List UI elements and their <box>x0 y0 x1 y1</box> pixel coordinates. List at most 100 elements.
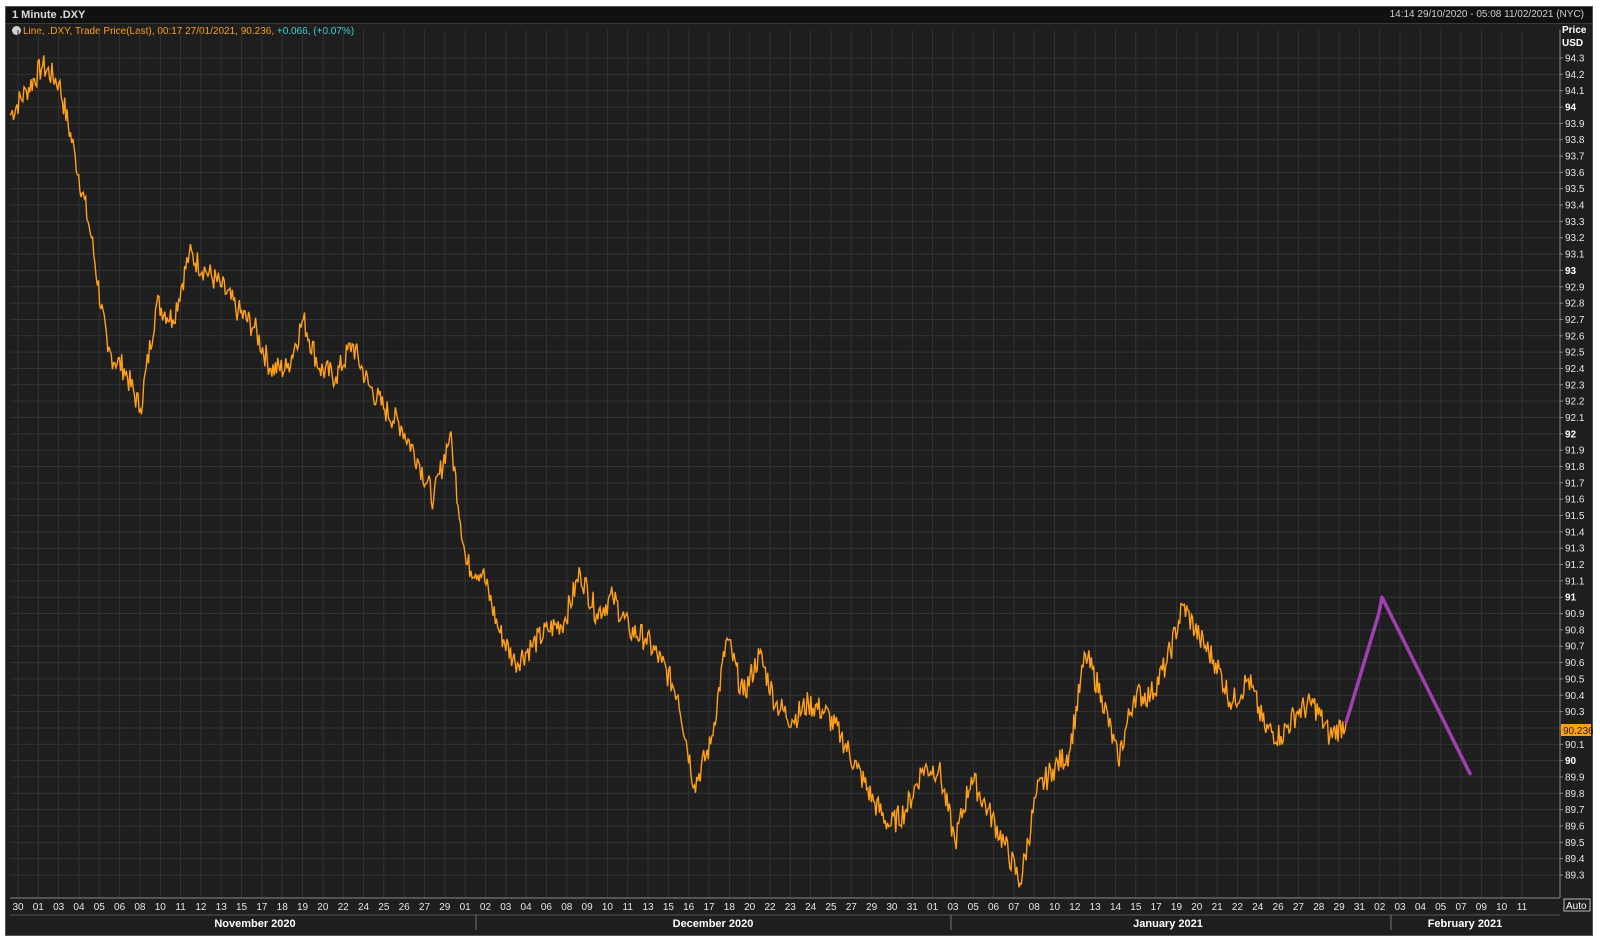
y-tick-label: 89.5 <box>1565 838 1585 849</box>
x-tick-label: 20 <box>744 902 756 913</box>
x-axis: 30 01 03 04 05 06 08 10 11 12 13 15 17 18 19 20 22 24 25 26… <box>10 897 1560 930</box>
x-tick-label: 06 <box>988 902 1000 913</box>
x-tick-label: 15 <box>1130 902 1142 913</box>
series-info-icon[interactable] <box>12 26 21 35</box>
x-tick-label: 01 <box>33 902 45 913</box>
x-tick-label: 15 <box>236 902 248 913</box>
x-tick-label: 03 <box>53 902 65 913</box>
y-tick-label: 93.6 <box>1565 168 1585 179</box>
time-range: 14:14 29/10/2020 - 05:08 11/02/2021 (NYC… <box>1389 9 1584 20</box>
x-tick-label: 27 <box>1293 902 1305 913</box>
y-tick-label: 91.7 <box>1565 478 1585 489</box>
y-tick-label: 92.9 <box>1565 282 1585 293</box>
y-tick-label: 89.4 <box>1565 854 1585 865</box>
y-tick-label: 92.8 <box>1565 299 1585 310</box>
x-tick-label: 23 <box>785 902 797 913</box>
y-tick-label: 89.3 <box>1565 871 1585 882</box>
x-tick-label: 05 <box>1435 902 1447 913</box>
y-tick-label: 92 <box>1565 429 1577 440</box>
x-tick-label: 05 <box>94 902 106 913</box>
x-tick-label: 02 <box>480 902 492 913</box>
x-tick-label: 14 <box>1110 902 1122 913</box>
x-tick-label: 17 <box>703 902 715 913</box>
x-tick-label: 26 <box>1273 902 1285 913</box>
x-tick-label: 03 <box>947 902 959 913</box>
y-tick-label: 89.8 <box>1565 789 1585 800</box>
y-tick-label: 90.3 <box>1565 707 1585 718</box>
y-tick-label: 90.5 <box>1565 674 1585 685</box>
auto-scale-button[interactable] <box>1563 898 1591 912</box>
x-tick-label: 18 <box>277 902 289 913</box>
y-tick-label: 89.9 <box>1565 772 1585 783</box>
x-tick-label: 22 <box>764 902 776 913</box>
x-tick-label: 31 <box>907 902 919 913</box>
y-tick-label: 90.6 <box>1565 658 1585 669</box>
x-tick-label: 10 <box>602 902 614 913</box>
y-tick-label: 93 <box>1565 266 1577 277</box>
x-tick-label: 20 <box>317 902 329 913</box>
x-tick-label: 30 <box>12 902 24 913</box>
x-tick-label: 11 <box>175 902 186 913</box>
x-tick-label: 01 <box>460 902 472 913</box>
y-tick-label: 91.1 <box>1565 576 1585 587</box>
y-tick-label: 89.7 <box>1565 805 1585 816</box>
y-tick-label: 94.2 <box>1565 70 1585 81</box>
x-tick-label: 24 <box>1252 902 1264 913</box>
x-tick-label: 27 <box>846 902 858 913</box>
y-tick-label: 91 <box>1565 593 1577 604</box>
x-tick-label: 25 <box>378 902 390 913</box>
y-tick-label: 92.6 <box>1565 331 1585 342</box>
x-tick-label: 08 <box>134 902 146 913</box>
y-tick-label: 91.4 <box>1565 527 1585 538</box>
x-tick-label: 29 <box>1334 902 1346 913</box>
price-axis-label: Price <box>1562 25 1587 36</box>
y-tick-label: 93.5 <box>1565 184 1585 195</box>
x-tick-label: 16 <box>683 902 695 913</box>
month-label: February 2021 <box>1428 918 1503 930</box>
y-tick-label: 90.4 <box>1565 691 1585 702</box>
x-tick-label: 13 <box>1090 902 1102 913</box>
auto-scale-label: Auto <box>1566 901 1587 912</box>
grid-lines <box>10 30 1560 898</box>
x-tick-label: 08 <box>1029 902 1041 913</box>
x-tick-label: 06 <box>114 902 126 913</box>
legend-change: +0.066, (+0.07%) <box>274 26 355 37</box>
y-tick-label: 91.5 <box>1565 511 1585 522</box>
x-tick-label: 19 <box>1171 902 1183 913</box>
x-tick-label: 03 <box>1394 902 1406 913</box>
x-tick-label: 05 <box>968 902 980 913</box>
x-tick-label: 24 <box>805 902 817 913</box>
y-tick-label: 90 <box>1565 756 1577 767</box>
x-tick-label: 04 <box>73 902 85 913</box>
x-tick-label: 20 <box>1191 902 1203 913</box>
series-legend[interactable]: Line, .DXY, Trade Price(Last), 00:17 27/… <box>12 25 354 39</box>
x-tick-label: 26 <box>399 902 411 913</box>
y-tick-label: 91.9 <box>1565 446 1585 457</box>
x-tick-label: 13 <box>216 902 228 913</box>
y-tick-label: 92.2 <box>1565 397 1585 408</box>
x-tick-label: 12 <box>1069 902 1081 913</box>
y-axis: 94.3 94.2 94.1 94 93.9 93.8 93.7 93.6 93.5 93.4 93… <box>1559 30 1585 898</box>
y-tick-label: 93.3 <box>1565 217 1585 228</box>
last-price-tag <box>1561 724 1591 736</box>
x-tick-label: 31 <box>1354 902 1366 913</box>
projection-line <box>1344 595 1472 776</box>
x-tick-label: 17 <box>256 902 268 913</box>
month-label: January 2021 <box>1133 918 1203 930</box>
chart-window: 1 Minute .DXY 14:14 29/10/2020 - 05:08 1… <box>5 6 1593 936</box>
y-tick-label: 93.2 <box>1565 233 1585 244</box>
y-tick-label: 91.6 <box>1565 495 1585 506</box>
y-tick-label: 92.5 <box>1565 348 1585 359</box>
x-tick-label: 30 <box>886 902 898 913</box>
x-tick-label: 07 <box>1008 902 1020 913</box>
y-tick-label: 89.6 <box>1565 821 1585 832</box>
x-tick-label: 13 <box>642 902 654 913</box>
x-tick-label: 21 <box>1212 902 1224 913</box>
y-tick-label: 92.1 <box>1565 413 1585 424</box>
x-tick-label: 04 <box>1415 902 1427 913</box>
last-price-value: 90.236 <box>1563 726 1594 737</box>
x-tick-label: 04 <box>521 902 533 913</box>
x-tick-label: 01 <box>927 902 939 913</box>
x-tick-label: 03 <box>500 902 512 913</box>
